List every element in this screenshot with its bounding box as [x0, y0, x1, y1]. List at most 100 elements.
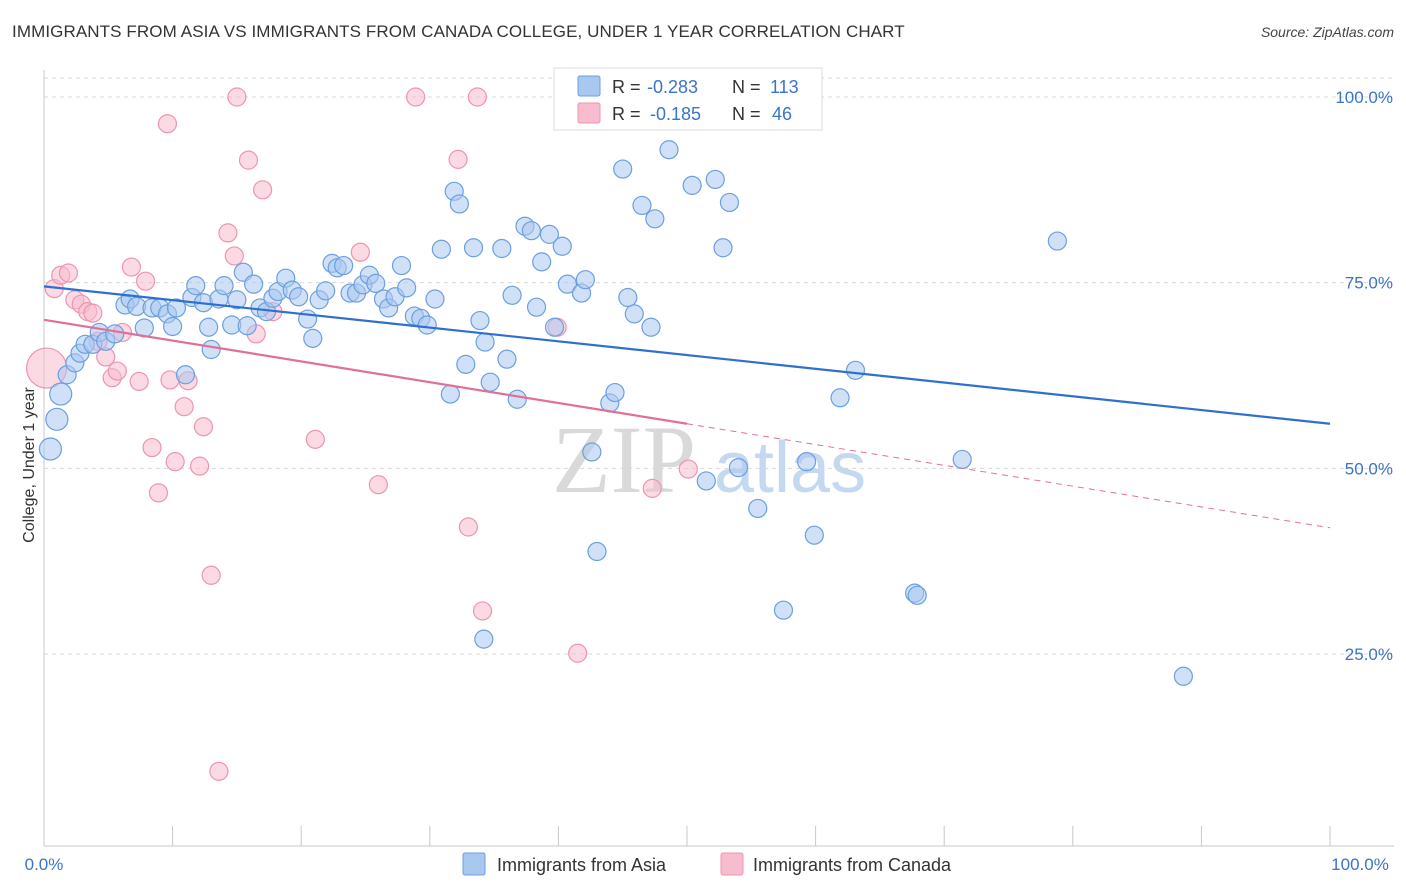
- point-asia: [449, 194, 469, 214]
- legend-asia-n-value: 113: [770, 77, 799, 97]
- point-canada: [148, 483, 169, 503]
- y-tick-label: 75.0%: [1345, 274, 1393, 293]
- point-asia: [1047, 231, 1067, 251]
- point-asia: [298, 309, 318, 329]
- point-asia: [796, 452, 817, 472]
- point-canada: [368, 475, 388, 495]
- point-asia: [502, 285, 522, 305]
- point-canada: [458, 517, 478, 537]
- point-asia: [1173, 666, 1193, 686]
- point-asia: [480, 372, 500, 392]
- point-asia: [618, 287, 638, 308]
- point-asia: [163, 316, 183, 337]
- point-asia: [175, 365, 196, 385]
- point-asia: [526, 297, 547, 317]
- legend-asia-r-label: R =: [612, 77, 641, 97]
- point-asia: [474, 629, 494, 649]
- point-canada: [83, 303, 103, 323]
- point-asia: [303, 328, 323, 348]
- point-asia: [201, 339, 221, 360]
- series-asia-points: [38, 140, 1193, 686]
- point-asia: [521, 221, 541, 241]
- point-canada: [238, 150, 259, 170]
- point-asia: [907, 585, 927, 605]
- point-canada: [121, 257, 142, 277]
- legend-asia-r-value: -0.283: [647, 77, 698, 97]
- point-asia: [244, 274, 264, 294]
- point-asia: [539, 224, 559, 244]
- point-asia: [440, 384, 460, 404]
- point-asia: [166, 298, 187, 318]
- point-asia: [773, 600, 794, 620]
- point-asia: [632, 195, 652, 216]
- point-asia: [748, 498, 768, 519]
- point-asia: [214, 276, 234, 296]
- point-asia: [425, 289, 445, 309]
- point-asia: [830, 388, 850, 408]
- trend-line-canada: [43, 318, 688, 425]
- point-canada: [218, 223, 238, 243]
- point-asia: [605, 382, 625, 403]
- legend-canada-r-value: -0.185: [650, 104, 701, 124]
- point-canada: [129, 371, 149, 392]
- legend-swatch-asia: [577, 75, 601, 97]
- legend-canada-n-value: 46: [772, 104, 792, 124]
- trend-line-asia: [43, 285, 1331, 425]
- point-asia: [544, 317, 565, 337]
- source-credit: Source: ZipAtlas.com: [1260, 24, 1394, 40]
- point-canada: [209, 761, 229, 781]
- legend-swatch-canada: [577, 102, 601, 124]
- point-asia: [696, 471, 716, 491]
- point-canada: [406, 87, 426, 107]
- point-asia: [705, 169, 725, 190]
- point-asia: [492, 238, 512, 259]
- point-asia: [728, 457, 749, 478]
- correlation-legend: R = -0.283 N = 113 R = -0.185 N = 46: [553, 67, 823, 131]
- point-asia: [186, 276, 206, 296]
- y-tick-label: 100.0%: [1335, 88, 1393, 107]
- point-asia: [613, 159, 633, 179]
- bottom-legend-swatch-asia: [462, 852, 486, 876]
- point-canada: [58, 263, 79, 283]
- point-asia: [463, 238, 484, 258]
- point-asia: [952, 449, 972, 470]
- point-canada: [190, 456, 210, 476]
- point-asia: [417, 315, 437, 335]
- point-asia: [470, 310, 490, 331]
- point-asia: [397, 278, 417, 298]
- watermark-zip: ZIP: [552, 406, 696, 513]
- point-asia: [557, 274, 578, 294]
- point-canada: [142, 437, 162, 458]
- point-asia: [682, 175, 702, 195]
- point-asia: [38, 437, 63, 461]
- point-canada: [305, 429, 325, 449]
- point-canada: [227, 87, 247, 107]
- y-tick-labels: 100.0% 75.0% 50.0% 25.0%: [1335, 88, 1393, 664]
- point-asia: [475, 332, 495, 352]
- point-asia: [713, 238, 733, 258]
- point-canada: [135, 271, 156, 291]
- series-legend: Immigrants from Asia Immigrants from Can…: [462, 852, 952, 876]
- point-asia: [659, 140, 679, 160]
- point-asia: [366, 273, 386, 294]
- point-canada: [201, 565, 221, 585]
- y-axis-title: College, Under 1 year: [21, 387, 38, 543]
- point-canada: [472, 601, 493, 621]
- point-canada: [174, 397, 194, 417]
- point-asia: [199, 317, 219, 337]
- point-canada: [678, 459, 698, 479]
- x-tick-label-max: 100.0%: [1331, 855, 1389, 874]
- point-asia: [641, 317, 661, 337]
- bottom-legend-swatch-canada: [720, 852, 744, 876]
- point-canada: [193, 417, 214, 437]
- point-canada: [157, 114, 178, 134]
- legend-asia-n-label: N =: [732, 77, 761, 97]
- point-asia: [431, 239, 451, 259]
- point-canada: [642, 478, 662, 498]
- point-canada: [568, 643, 588, 663]
- point-canada: [448, 149, 468, 169]
- point-asia: [532, 252, 552, 272]
- point-asia: [227, 290, 247, 310]
- point-asia: [334, 255, 354, 276]
